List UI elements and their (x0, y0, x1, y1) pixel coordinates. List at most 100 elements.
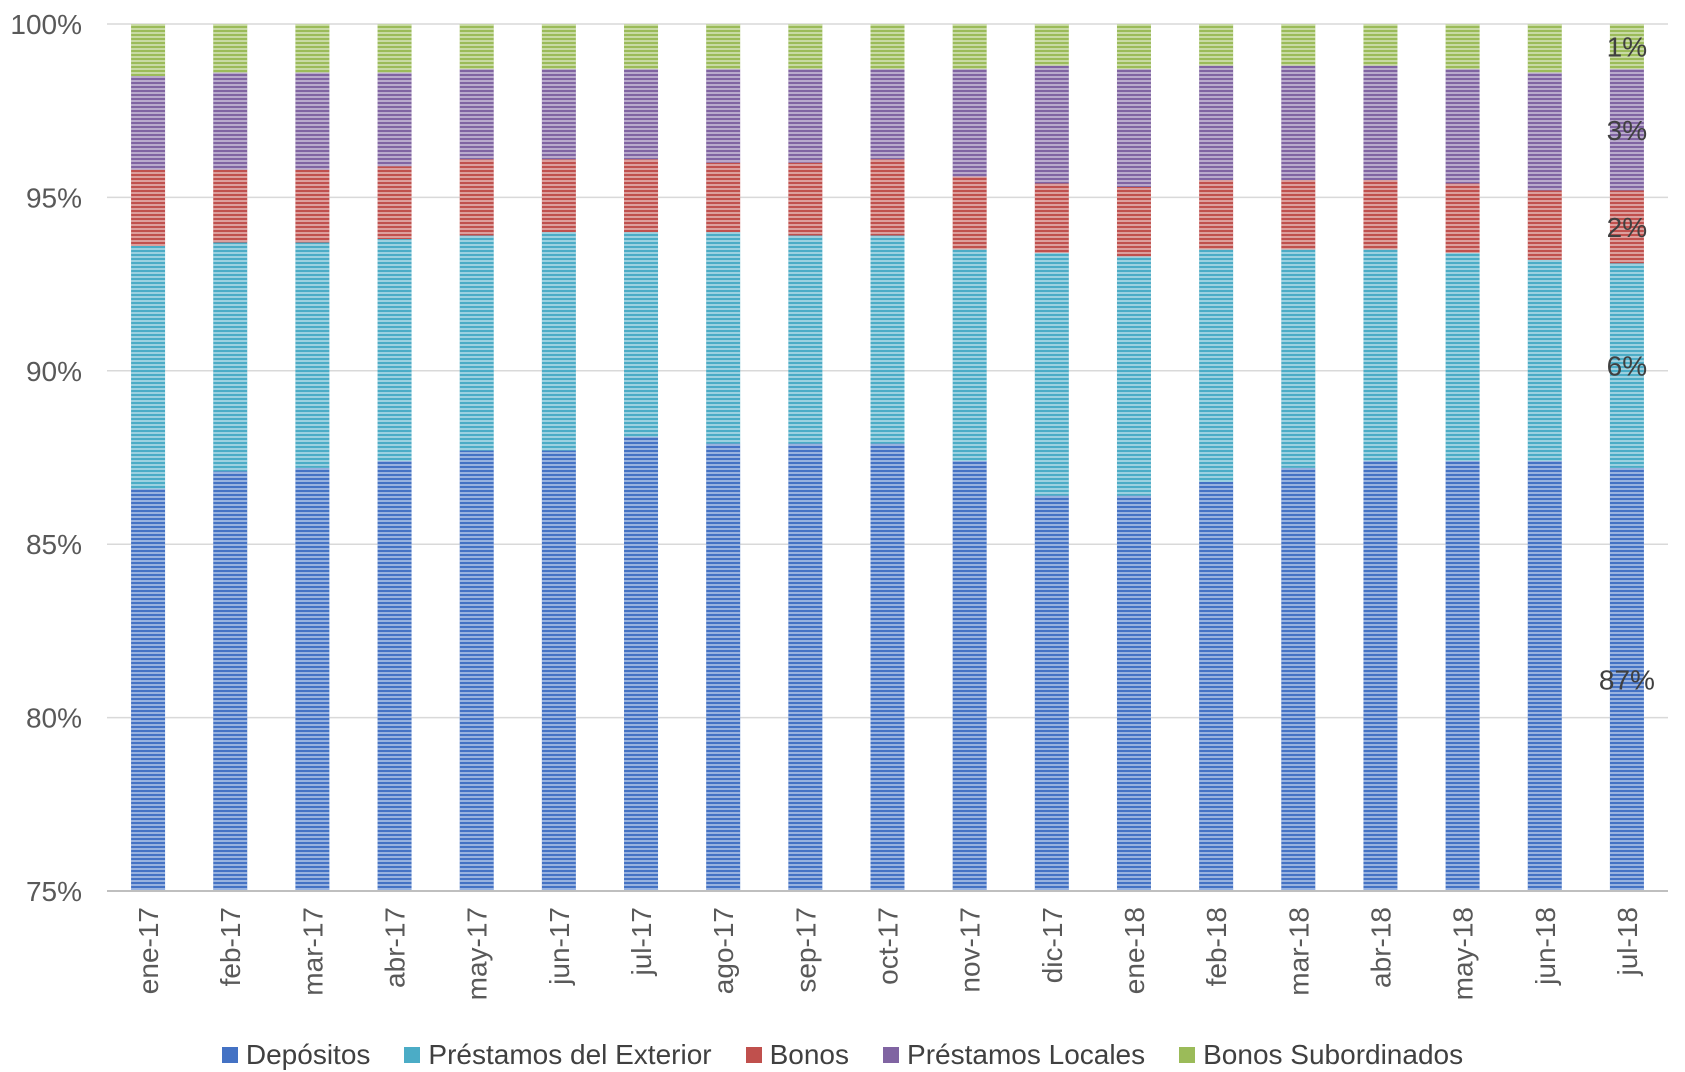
bar-segment-texture (541, 450, 576, 891)
bar-segment-texture (1034, 183, 1069, 253)
bar-segment-texture (295, 72, 330, 170)
bar-segment-texture (1609, 190, 1644, 264)
bar-segment-texture (459, 69, 494, 160)
bar-segment-texture (1116, 256, 1151, 496)
x-tick-label: jul-18 (1612, 907, 1643, 976)
bars (131, 24, 1644, 891)
bar-segment-texture (1609, 467, 1644, 891)
bar-segment-texture (213, 72, 248, 170)
bar-segment-texture (459, 450, 494, 891)
x-tick-label: feb-18 (1201, 907, 1232, 986)
bar-segment-texture (706, 443, 741, 891)
bar-segment-texture (213, 242, 248, 472)
bar-segment-texture (1116, 69, 1151, 187)
x-tick-label: sep-17 (790, 907, 821, 993)
x-tick-label: feb-17 (215, 907, 246, 986)
bar-segment-texture (377, 460, 412, 891)
bar-segment-texture (870, 24, 905, 70)
bar-segment-texture (952, 24, 987, 70)
bar-segment-texture (706, 24, 741, 70)
bar-segment-texture (295, 169, 330, 243)
legend-swatch (883, 1047, 900, 1063)
legend-label: Depósitos (245, 1039, 371, 1070)
bar-segment-texture (1363, 24, 1398, 66)
bar-segment-texture (1199, 481, 1234, 891)
bar-segment-texture (1527, 460, 1562, 891)
x-tick-label: mar-18 (1283, 907, 1314, 996)
bar-segment-texture (377, 24, 412, 73)
bar-segment-texture (788, 162, 823, 236)
bar-segment-texture (131, 76, 166, 170)
data-label: 2% (1607, 212, 1647, 243)
bar-segment-texture (788, 69, 823, 163)
bar-segment-texture (624, 69, 659, 160)
x-tick-label: may-18 (1448, 907, 1479, 1000)
x-tick-label: jun-17 (544, 907, 575, 986)
bar-segment-texture (1609, 69, 1644, 191)
bar-segment-texture (1363, 249, 1398, 461)
bar-segment-texture (1034, 24, 1069, 66)
bar-segment-texture (1363, 460, 1398, 891)
bar-segment-texture (131, 24, 166, 77)
bar-segment-texture (541, 24, 576, 70)
bar-segment-texture (1445, 460, 1480, 891)
data-label: 6% (1607, 351, 1647, 382)
bar-segment-texture (459, 235, 494, 451)
data-label: 87% (1599, 664, 1655, 695)
legend-swatch (221, 1047, 238, 1063)
bar-segment-texture (1034, 65, 1069, 184)
bar-segment-texture (1116, 24, 1151, 70)
y-tick-label: 80% (26, 703, 82, 734)
x-tick-label: jul-17 (626, 907, 657, 976)
legend-swatch (745, 1047, 762, 1063)
bar-segment-texture (295, 467, 330, 891)
legend-item: Bonos Subordinados (1179, 1039, 1463, 1071)
bar-segment-texture (952, 249, 987, 461)
bar-segment-texture (1281, 249, 1316, 468)
legend-item: Bonos (745, 1039, 850, 1071)
bar-segment-texture (541, 69, 576, 160)
bar-segment-texture (541, 159, 576, 233)
y-tick-label: 95% (26, 182, 82, 213)
bar-segment-texture (1445, 183, 1480, 253)
bar-segment-texture (377, 166, 412, 240)
bar-segment-texture (1281, 24, 1316, 66)
x-tick-label: mar-17 (297, 907, 328, 996)
bar-segment-texture (541, 232, 576, 451)
x-tick-label: oct-17 (873, 907, 904, 985)
x-tick-label: jun-18 (1530, 907, 1561, 986)
bar-segment-texture (1445, 24, 1480, 70)
legend-item: Préstamos del Exterior (404, 1039, 712, 1071)
legend-label: Bonos Subordinados (1203, 1039, 1464, 1070)
x-tick-label: ene-17 (133, 907, 164, 994)
axes: 75% 80% 85% 90% 95% 100% ene-17 feb-17 mar-17 abr… (10, 9, 1668, 1000)
y-tick-label: 90% (26, 356, 82, 387)
bar-segment-texture (1445, 252, 1480, 461)
bar-segment-texture (1034, 252, 1069, 496)
bar-segment-texture (1609, 24, 1644, 70)
bar-segment-texture (459, 24, 494, 70)
y-tick-label: 75% (26, 876, 82, 907)
bar-segment-texture (870, 235, 905, 444)
legend-label: Bonos (769, 1039, 850, 1070)
bar-segment-texture (1116, 495, 1151, 891)
legend-item: Depósitos (221, 1039, 371, 1071)
bar-segment-texture (131, 169, 166, 246)
bar-segment-texture (870, 443, 905, 891)
bar-segment-texture (1281, 180, 1316, 250)
bar-segment-texture (706, 69, 741, 163)
bar-segment-texture (1199, 249, 1234, 482)
bar-segment-texture (870, 69, 905, 160)
bar-segment-texture (1116, 186, 1151, 257)
y-tick-label: 100% (10, 9, 82, 40)
bar-segment-texture (1199, 180, 1234, 250)
bar-segment-texture (459, 159, 494, 236)
bar-segment-texture (1281, 65, 1316, 181)
bar-segment-texture (295, 242, 330, 468)
legend-swatch (1179, 1047, 1196, 1063)
bar-segment-texture (952, 460, 987, 891)
bar-segment-texture (1034, 495, 1069, 891)
legend-label: Préstamos del Exterior (428, 1039, 712, 1070)
chart-plot: 75% 80% 85% 90% 95% 100% ene-17 feb-17 mar-17 abr… (10, 9, 1668, 1000)
